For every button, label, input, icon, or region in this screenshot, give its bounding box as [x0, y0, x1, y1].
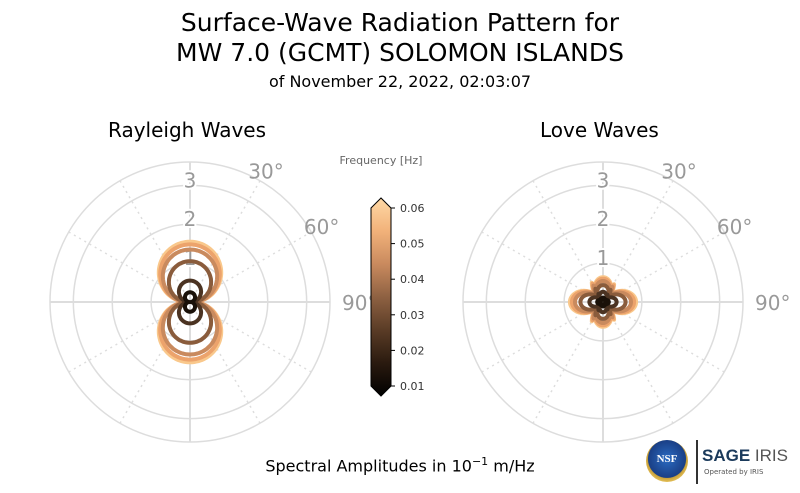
units-exponent: −1	[471, 455, 489, 468]
love-pattern-curve	[595, 295, 611, 309]
rayleigh-pattern-curve	[166, 259, 214, 345]
sage-iris-logo: SAGE IRIS	[702, 446, 788, 465]
colorbar-title: Frequency [Hz]	[340, 154, 423, 167]
units-suffix: m/Hz	[488, 456, 535, 476]
love-angle-tick-label: 60°	[717, 215, 752, 239]
sponsor-logos: NSF SAGE IRIS Operated by IRIS	[646, 438, 788, 486]
love-radial-tick-label: 2	[597, 207, 610, 231]
love-angle-tick-label: 90°	[755, 291, 790, 315]
colorbar-tick-label: 0.03	[400, 309, 425, 322]
chart-title-line1: Surface-Wave Radiation Pattern for	[180, 8, 620, 37]
love-pattern-curve	[587, 289, 619, 315]
rayleigh-angle-tick-label: 60°	[304, 215, 339, 239]
love-radial-tick-label: 1	[597, 246, 610, 270]
love-angle-tick-label: 30°	[661, 159, 696, 183]
rayleigh-pattern-curve	[160, 247, 220, 357]
love-radial-tick-label: 3	[597, 168, 610, 192]
rayleigh-angle-tick-label: 30°	[248, 159, 283, 183]
colorbar-tick-label: 0.06	[400, 202, 425, 215]
logo-separator	[696, 440, 698, 484]
units-prefix: Spectral Amplitudes in 10	[265, 456, 472, 476]
colorbar-tick-label: 0.01	[400, 380, 425, 393]
rayleigh-radial-tick-label: 2	[184, 207, 197, 231]
nsf-logo: NSF	[646, 440, 688, 482]
chart-title-line2: MW 7.0 (GCMT) SOLOMON ISLANDS	[176, 38, 624, 67]
colorbar-tick-label: 0.02	[400, 344, 425, 357]
rayleigh-panel-title: Rayleigh Waves	[108, 118, 267, 142]
rayleigh-radial-tick-label: 3	[184, 168, 197, 192]
colorbar-tick-label: 0.05	[400, 238, 425, 251]
amplitude-units-note: Spectral Amplitudes in 10−1 m/Hz	[0, 455, 800, 475]
rayleigh-pattern-curve	[183, 290, 197, 314]
colorbar-tick-label: 0.04	[400, 273, 425, 286]
love-pattern-curve	[578, 283, 628, 321]
chart-subtitle: of November 22, 2022, 02:03:07	[268, 72, 532, 91]
rayleigh-pattern-curve	[176, 278, 204, 326]
love-pattern-curve	[573, 279, 633, 325]
love-panel-title: Love Waves	[540, 118, 659, 142]
operated-by-text: Operated by IRIS	[704, 468, 764, 476]
colorbar	[370, 197, 392, 397]
